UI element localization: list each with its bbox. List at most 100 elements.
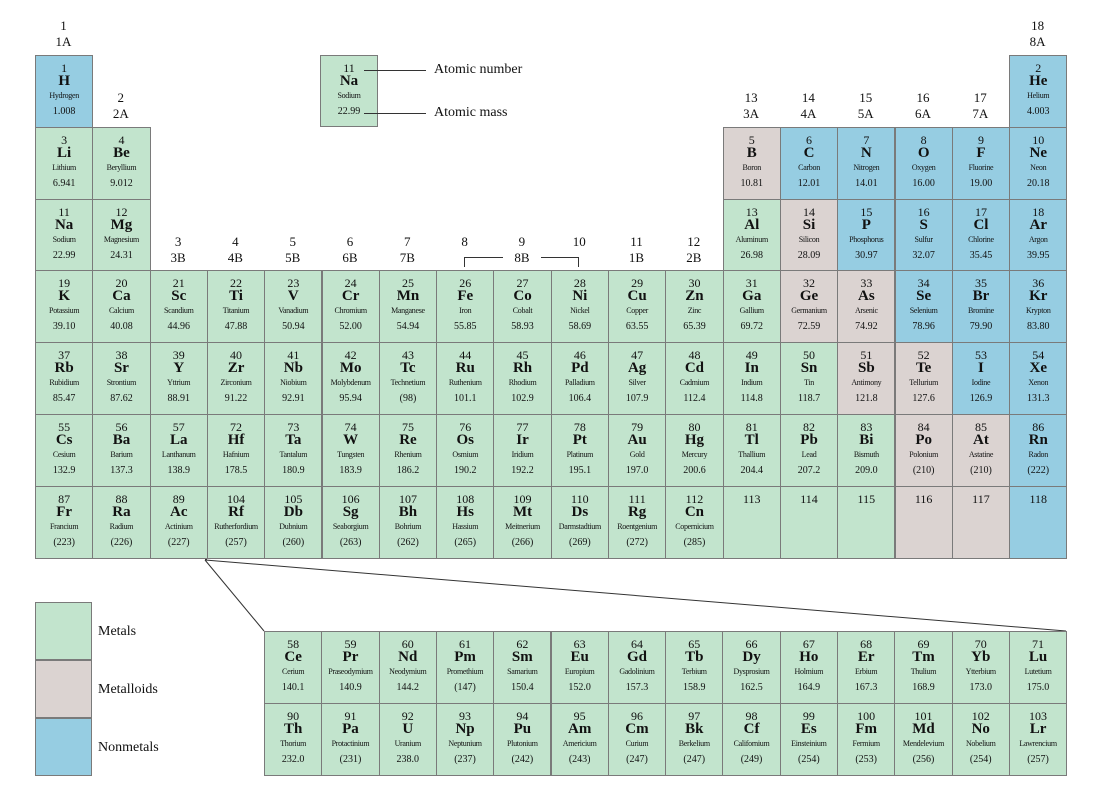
element-number: 94 [516,709,529,723]
element-number: 50 [803,348,816,362]
element-mass: 173.0 [969,682,992,693]
element-mass: (222) [1027,465,1050,476]
group-label: 3A [743,106,760,121]
group-number: 11 [630,234,643,249]
element-mass: 92.91 [282,393,305,404]
element-number: 116 [914,492,933,506]
element-number: 8 [920,133,927,147]
element-symbol: W [343,432,359,448]
element-symbol: At [973,432,989,448]
element-name: Niobium [280,379,307,387]
element-cell-23: 23 V Vanadium 50.94 [264,270,323,343]
group-number: 5 [289,234,296,249]
element-symbol: O [917,145,930,161]
element-symbol: Cl [973,217,989,233]
element-mass: 40.08 [110,321,133,332]
group-number: 1 [60,18,67,33]
element-symbol: Zr [227,360,245,376]
element-name: Beryllium [106,164,137,172]
group-header-9: 9 [493,234,550,250]
element-cell-33: 33 As Arsenic 74.92 [837,270,896,343]
element-cell-110: 110 Ds Darmstadtium (269) [550,486,609,559]
element-number: 70 [974,637,987,651]
element-mass: (227) [167,537,190,548]
element-name: Fluorine [968,164,994,172]
legend-label-nonmetals: Nonmetals [98,740,159,755]
element-name: Einsteinium [791,740,827,748]
element-number: 18 [1032,205,1045,219]
element-symbol: Al [744,217,760,233]
group-header-4: 4 4B [207,234,264,266]
element-mass: (210) [970,465,992,476]
element-number: 69 [917,637,930,651]
element-cell-68: 68 Er Erbium 167.3 [837,631,896,704]
element-mass: 39.10 [52,321,76,332]
element-name: Samarium [507,668,538,676]
key-atomic-mass: 22.99 [337,106,361,117]
element-cell-3: 3 Li Lithium 6.941 [35,127,94,200]
element-name: Seaborgium [332,523,369,531]
element-symbol: As [858,288,875,304]
element-mass: (254) [798,754,820,765]
element-symbol: B [746,145,757,161]
element-name: Berkelium [678,740,710,748]
element-cell-100: 100 Fm Fermium (253) [837,703,896,776]
element-symbol: Ba [112,432,131,448]
element-symbol: Ti [229,288,243,304]
element-name: Promethium [446,668,484,676]
element-symbol: Be [113,145,130,161]
element-number: 43 [401,348,414,362]
element-symbol: Bh [398,504,418,520]
group-8b-label: 8B [503,250,541,266]
element-number: 13 [745,205,758,219]
element-name: Neodymium [389,668,427,676]
element-number: 20 [115,276,128,290]
element-name: Cadmium [679,379,710,387]
element-cell-35: 35 Br Bromine 79.90 [951,270,1011,343]
group-8b-bracket-left [464,257,465,267]
element-symbol: Nd [398,649,418,665]
element-cell-70: 70 Yb Ytterbium 173.0 [951,631,1010,704]
element-cell-25: 25 Mn Manganese 54.94 [378,270,438,343]
element-symbol: Pd [571,360,589,376]
element-mass: (257) [225,537,247,548]
element-symbol: Rh [512,360,533,376]
element-symbol: Sn [800,360,818,376]
element-cell-65: 65 Tb Terbium 158.9 [665,631,724,704]
element-name: Boron [742,164,761,172]
element-number: 115 [857,492,876,506]
element-number: 112 [685,492,704,506]
element-symbol: Br [972,288,990,304]
element-mass: 32.07 [912,250,935,261]
element-cell-106: 106 Sg Seaborgium (263) [321,486,380,559]
group-label: 4A [800,106,817,121]
element-number: 42 [344,348,357,362]
element-mass: 88.91 [167,393,190,404]
element-number: 85 [974,420,987,434]
element-mass: 26.98 [740,250,763,261]
element-number: 108 [456,492,475,506]
element-mass: 69.72 [740,321,763,332]
element-number: 62 [516,637,529,651]
element-cell-114: 114 [779,486,839,559]
element-symbol: Si [802,217,816,233]
element-name: Gadolinium [619,668,655,676]
element-name: Tungsten [337,451,365,459]
element-number: 17 [974,205,987,219]
element-cell-36: 36 Kr Krypton 83.80 [1009,270,1068,343]
element-number: 51 [860,348,873,362]
element-mass: 157.3 [625,682,649,693]
element-cell-85: 85 At Astatine (210) [951,414,1011,487]
element-symbol: Rn [1028,432,1048,448]
element-mass: 78.96 [912,321,935,332]
element-cell-105: 105 Db Dubnium (260) [264,486,323,559]
element-mass: (265) [454,537,477,548]
element-mass: 186.2 [396,465,420,476]
group-label: 6A [915,106,931,121]
element-cell-84: 84 Po Polonium (210) [894,414,953,487]
element-name: Oxygen [911,164,936,172]
element-name: Sulfur [914,236,934,244]
element-name: Lanthanum [161,451,196,459]
element-number: 29 [631,276,644,290]
